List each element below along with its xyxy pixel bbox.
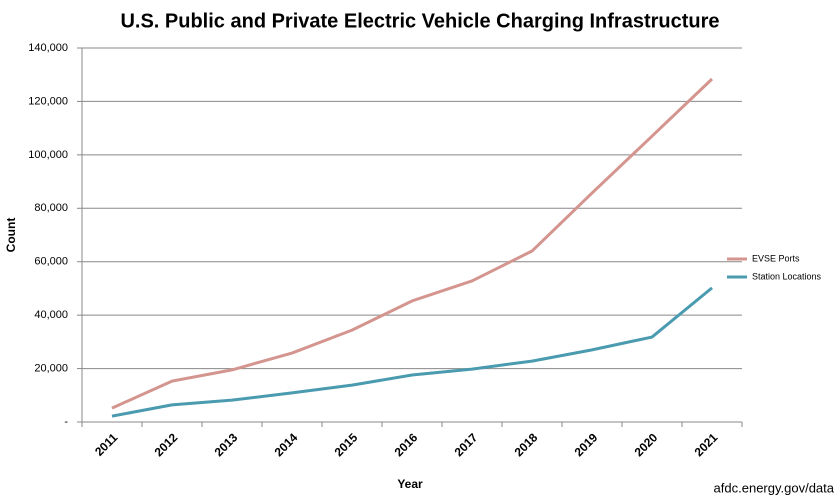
y-axis-title: Count: [4, 218, 18, 253]
x-tick-label: 2011: [92, 430, 121, 459]
y-tick-label: 20,000: [34, 362, 68, 374]
x-tick-label: 2012: [152, 430, 181, 459]
legend-label: EVSE Ports: [752, 253, 800, 263]
x-tick-label: 2013: [212, 430, 241, 459]
chart-title: U.S. Public and Private Electric Vehicle…: [120, 10, 719, 32]
series-line: [111, 286, 713, 418]
legend-label: Station Locations: [752, 271, 822, 281]
y-tick-label: 40,000: [34, 309, 68, 321]
x-tick-label: 2017: [452, 430, 481, 459]
source-note: afdc.energy.gov/data: [714, 480, 835, 495]
x-tick-label: 2016: [392, 430, 421, 459]
y-tick-label: -: [64, 416, 68, 428]
y-tick-label: 100,000: [28, 149, 68, 161]
x-tick-label: 2018: [512, 430, 541, 459]
x-tick-label: 2021: [692, 430, 721, 459]
y-tick-label: 60,000: [34, 256, 68, 268]
series-line: [111, 77, 714, 410]
y-tick-label: 80,000: [34, 202, 68, 214]
y-tick-label: 120,000: [28, 95, 68, 107]
x-tick-label: 2019: [572, 430, 601, 459]
x-axis-title: Year: [397, 477, 423, 491]
y-tick-label: 140,000: [28, 42, 68, 54]
x-tick-label: 2015: [332, 430, 361, 459]
x-tick-label: 2014: [272, 430, 301, 459]
x-tick-label: 2020: [632, 430, 661, 459]
